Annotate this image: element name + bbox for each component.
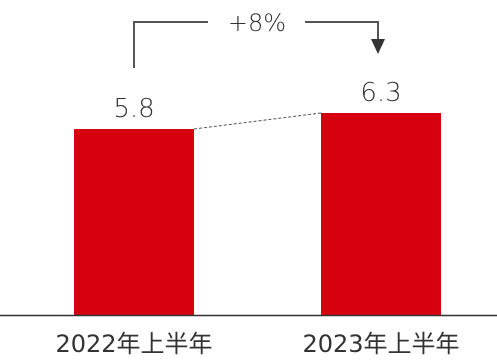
bar-1: [321, 113, 441, 315]
growth-label: +8%: [228, 9, 286, 37]
category-label-1: 2023年上半年: [302, 330, 459, 358]
value-label-1: 6.3: [360, 78, 401, 108]
category-labels-group: 2022年上半年 2023年上半年: [55, 330, 459, 358]
value-labels-group: 5.8 6.3: [113, 78, 401, 124]
category-label-0: 2022年上半年: [55, 330, 212, 358]
bar-0: [74, 129, 194, 315]
bar-connector-line: [193, 112, 322, 130]
growth-bracket-line: [133, 21, 379, 68]
growth-annotation: +8%: [133, 9, 385, 68]
bars-group: [74, 113, 441, 315]
growth-arrow-icon: [371, 39, 385, 54]
value-label-0: 5.8: [113, 94, 154, 124]
